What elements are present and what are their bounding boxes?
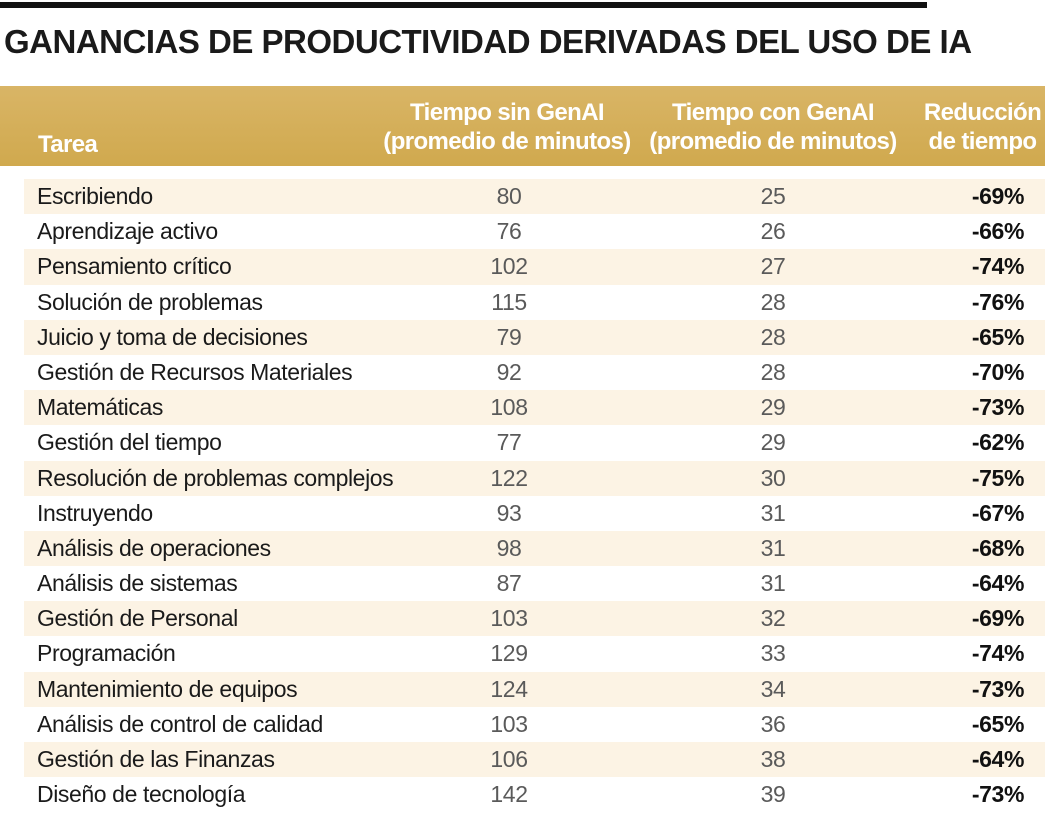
table-cell-reduction: -66% xyxy=(971,218,1024,245)
table-cell-time-without-genai: 79 xyxy=(496,323,522,350)
table-cell-time-without-genai: 102 xyxy=(490,253,528,280)
table-cell-task: Instruyendo xyxy=(37,499,153,526)
table-cell-time-without-genai: 115 xyxy=(491,288,527,315)
table-row: Análisis de control de calidad 103 36 -65% xyxy=(24,707,1045,742)
column-header-task: Tarea xyxy=(38,131,98,158)
table-cell-reduction: -67% xyxy=(971,499,1024,526)
table-cell-reduction: -65% xyxy=(971,710,1024,737)
table-row: Gestión de Personal 103 32 -69% xyxy=(24,601,1045,637)
table-cell-time-without-genai: 103 xyxy=(490,710,528,737)
table-row: Instruyendo 93 31 -67% xyxy=(24,496,1045,531)
chart-title: GANANCIAS DE PRODUCTIVIDAD DERIVADAS DEL… xyxy=(4,23,972,60)
table-cell-time-with-genai: 25 xyxy=(760,183,786,209)
table-row: Gestión de Recursos Materiales 92 28 -70% xyxy=(24,355,1045,390)
table-cell-reduction: -74% xyxy=(971,253,1024,280)
table-cell-reduction: -65% xyxy=(971,323,1024,350)
table-cell-time-with-genai: 26 xyxy=(760,218,786,245)
table-header: Tarea Tiempo sin GenAI (promedio de minu… xyxy=(0,86,1045,166)
table-cell-reduction: -62% xyxy=(971,429,1024,456)
table-cell-time-with-genai: 36 xyxy=(760,710,786,737)
table-cell-task: Análisis de control de calidad xyxy=(37,710,323,737)
table-cell-time-without-genai: 77 xyxy=(496,429,522,456)
table-cell-time-without-genai: 92 xyxy=(496,358,522,385)
table-cell-reduction: -68% xyxy=(971,534,1024,561)
table-row: Juicio y toma de decisiones 79 28 -65% xyxy=(24,319,1045,355)
table-cell-time-without-genai: 142 xyxy=(490,781,528,808)
table-cell-reduction: -69% xyxy=(971,183,1024,209)
table-cell-time-without-genai: 80 xyxy=(496,183,522,209)
table-cell-task: Diseño de tecnología xyxy=(37,781,246,808)
table-cell-reduction: -64% xyxy=(971,746,1024,772)
table-cell-reduction: -69% xyxy=(971,605,1024,632)
table-cell-time-with-genai: 31 xyxy=(760,534,786,561)
table-cell-time-without-genai: 106 xyxy=(490,746,528,772)
table-cell-task: Resolución de problemas complejos xyxy=(37,464,394,491)
table-cell-reduction: -76% xyxy=(971,288,1024,315)
table-row: Diseño de tecnología 142 39 -73% xyxy=(24,777,1045,812)
table-cell-reduction: -74% xyxy=(971,640,1024,667)
table-row: Matemáticas 108 29 -73% xyxy=(24,390,1045,426)
table-cell-time-with-genai: 28 xyxy=(760,323,786,350)
table-cell-task: Matemáticas xyxy=(37,394,163,421)
table-cell-task: Programación xyxy=(37,640,176,667)
table-cell-time-without-genai: 103 xyxy=(490,605,528,632)
table-cell-reduction: -73% xyxy=(971,675,1024,702)
table-cell-time-with-genai: 33 xyxy=(760,640,786,667)
table-cell-time-with-genai: 30 xyxy=(760,464,786,491)
table-row: Aprendizaje activo 76 26 -66% xyxy=(24,214,1045,249)
table-cell-task: Análisis de operaciones xyxy=(37,534,271,561)
table-cell-time-without-genai: 87 xyxy=(496,570,522,597)
table-cell-task: Gestión de Personal xyxy=(37,605,238,632)
table-cell-time-without-genai: 108 xyxy=(490,394,528,421)
table-cell-reduction: -73% xyxy=(971,394,1024,421)
table-cell-reduction: -73% xyxy=(971,781,1024,808)
table-cell-time-with-genai: 27 xyxy=(760,253,786,280)
table-row: Escribiendo 80 25 -69% xyxy=(24,179,1045,215)
table-cell-time-with-genai: 39 xyxy=(760,781,786,808)
table-row: Pensamiento crítico 102 27 -74% xyxy=(24,249,1045,285)
table-row: Mantenimiento de equipos 124 34 -73% xyxy=(24,671,1045,707)
table-cell-time-with-genai: 38 xyxy=(760,746,786,772)
table-cell-task: Escribiendo xyxy=(37,183,153,209)
column-header-time-without-genai: Tiempo sin GenAI (promedio de minutos) xyxy=(383,99,631,155)
table-row: Análisis de operaciones 98 31 -68% xyxy=(24,530,1045,567)
table-cell-task: Gestión de Recursos Materiales xyxy=(37,358,353,385)
table-cell-reduction: -70% xyxy=(971,358,1024,385)
table-cell-reduction: -75% xyxy=(971,464,1024,491)
table-cell-time-with-genai: 29 xyxy=(760,429,786,456)
table-cell-time-with-genai: 28 xyxy=(760,288,786,315)
table-cell-task: Análisis de sistemas xyxy=(37,570,238,597)
table-cell-time-without-genai: 124 xyxy=(490,675,528,702)
table-cell-task: Solución de problemas xyxy=(37,288,263,315)
column-header-time-with-genai: Tiempo con GenAI (promedio de minutos) xyxy=(649,99,897,155)
table-row: Gestión de las Finanzas 106 38 -64% xyxy=(24,742,1045,778)
table-cell-time-without-genai: 129 xyxy=(490,640,528,667)
table-cell-time-without-genai: 122 xyxy=(490,464,528,491)
table-row: Solución de problemas 115 28 -76% xyxy=(24,285,1045,320)
table-cell-time-with-genai: 31 xyxy=(760,570,786,597)
table-cell-task: Pensamiento crítico xyxy=(37,253,232,280)
table-row: Resolución de problemas complejos 122 30 -7… xyxy=(24,460,1045,496)
table-row: Análisis de sistemas 87 31 -64% xyxy=(24,566,1045,601)
table-cell-task: Aprendizaje activo xyxy=(37,218,218,245)
top-rule xyxy=(0,2,927,8)
table-cell-reduction: -64% xyxy=(971,570,1024,597)
table-cell-time-with-genai: 28 xyxy=(760,358,786,385)
table-cell-time-with-genai: 31 xyxy=(760,499,786,526)
table-cell-time-with-genai: 32 xyxy=(760,605,786,632)
table-cell-task: Gestión del tiempo xyxy=(37,429,222,456)
table-row: Programación 129 33 -74% xyxy=(24,636,1045,671)
column-header-time-reduction: Reducción de tiempo xyxy=(923,99,1042,155)
table-cell-task: Juicio y toma de decisiones xyxy=(37,323,308,350)
table-cell-time-with-genai: 29 xyxy=(760,394,786,421)
table-body: Escribiendo 80 25 -69% Aprendizaje activo 76 2… xyxy=(24,179,1045,812)
table-row: Gestión del tiempo 77 29 -62% xyxy=(24,425,1045,460)
table-cell-time-without-genai: 98 xyxy=(496,534,522,561)
table-cell-task: Mantenimiento de equipos xyxy=(37,675,298,702)
table-cell-task: Gestión de las Finanzas xyxy=(37,746,275,772)
table-cell-time-without-genai: 93 xyxy=(496,499,522,526)
table-cell-time-without-genai: 76 xyxy=(496,218,522,245)
table-cell-time-with-genai: 34 xyxy=(760,675,786,702)
